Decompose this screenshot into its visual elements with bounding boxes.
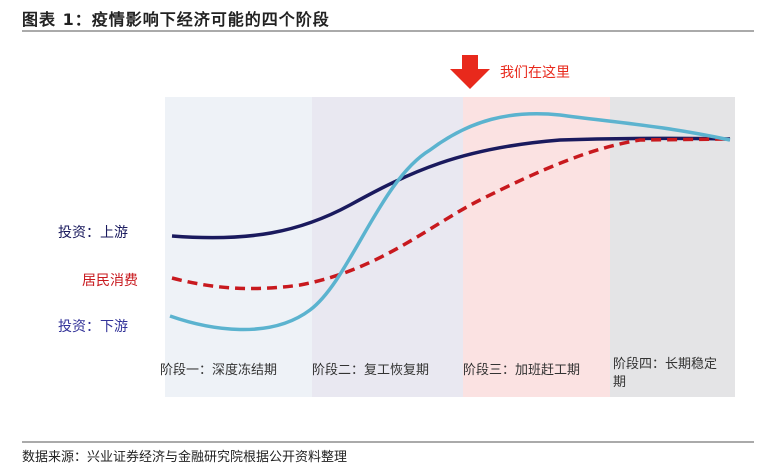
consumption-curve [171, 137, 731, 291]
stage-1-band [165, 97, 312, 397]
stage-4-band [610, 97, 735, 397]
stage-label: 阶段三：加班赶工期 [463, 363, 581, 378]
series-label: 投资：上游 [58, 225, 128, 241]
stage-label: 阶段一：深度冻结期 [160, 363, 278, 378]
title: 图表 1：疫情影响下经济可能的四个阶段 [22, 10, 330, 29]
stage-label: 阶段二：复工恢复期 [312, 363, 430, 378]
downstream-curve [169, 112, 731, 332]
arrow [450, 55, 490, 89]
series-label: 居民消费 [82, 273, 138, 289]
series-label: 投资：下游 [58, 319, 128, 335]
stage-3-band [463, 97, 610, 397]
upstream-curve [171, 136, 731, 240]
stage-2-band [312, 97, 463, 397]
arrow-label: 我们在这里 [500, 65, 570, 81]
stage-label: 阶段四：长期稳定期 [613, 357, 718, 390]
source: 数据来源：兴业证券经济与金融研究院根据公开资料整理 [22, 450, 348, 465]
